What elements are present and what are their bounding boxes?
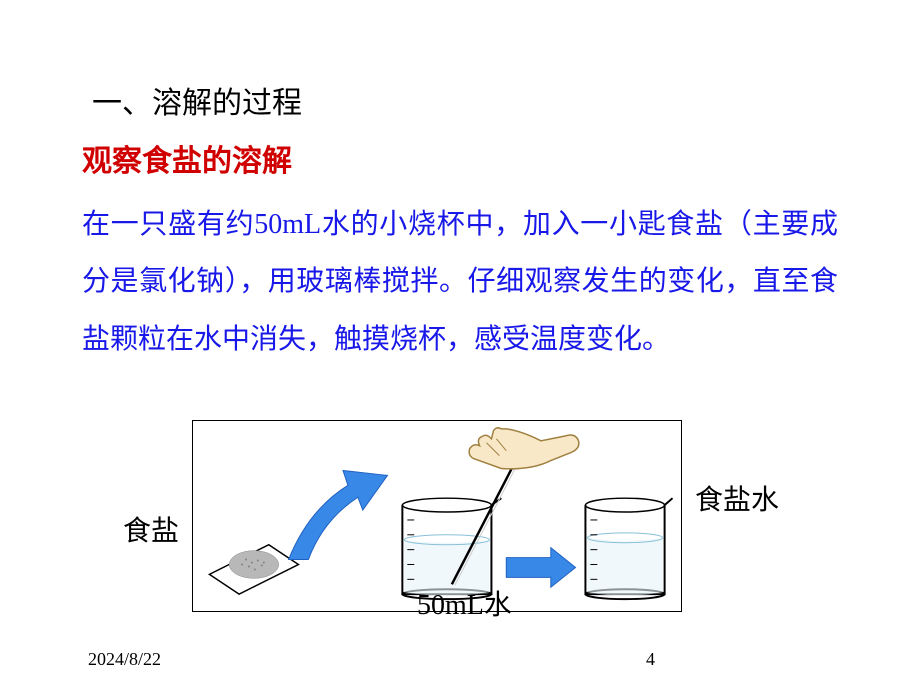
footer-date: 2024/8/22 bbox=[88, 649, 161, 670]
slide-content: 一、溶解的过程 观察食盐的溶解 在一只盛有约50mL水的小烧杯中，加入一小匙食盐… bbox=[0, 0, 920, 368]
beaker-result-icon bbox=[585, 498, 672, 599]
salt-label: 食盐 bbox=[123, 509, 179, 549]
hand-icon bbox=[469, 428, 579, 469]
footer-page-number: 4 bbox=[646, 649, 655, 670]
water-label: 50mL水 bbox=[417, 583, 512, 623]
salt-pile-icon bbox=[209, 545, 298, 594]
section-title: 一、溶解的过程 bbox=[92, 78, 838, 122]
saltwater-label: 食盐水 bbox=[695, 478, 779, 518]
description-text: 在一只盛有约50mL水的小烧杯中，加入一小匙食盐（主要成分是氯化钠），用玻璃棒搅… bbox=[82, 196, 838, 368]
arrow-icon bbox=[289, 470, 388, 559]
arrow-icon bbox=[506, 548, 575, 588]
subtitle: 观察食盐的溶解 bbox=[82, 136, 838, 180]
